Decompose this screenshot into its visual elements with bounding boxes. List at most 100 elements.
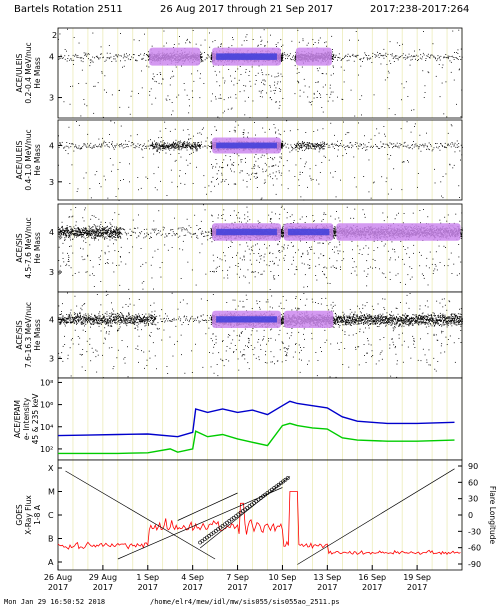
- data-point: [88, 53, 90, 55]
- data-point: [450, 61, 452, 63]
- data-point: [58, 164, 59, 166]
- data-point: [261, 81, 262, 83]
- data-point: [268, 166, 270, 168]
- data-point: [161, 146, 163, 148]
- data-point: [138, 40, 140, 42]
- data-point: [189, 147, 191, 148]
- data-point: [399, 56, 401, 58]
- data-point: [156, 189, 158, 191]
- data-point: [245, 69, 247, 70]
- data-point: [232, 39, 234, 41]
- data-point: [185, 173, 186, 175]
- data-point: [128, 140, 130, 142]
- data-point: [453, 59, 455, 60]
- data-point: [92, 56, 94, 58]
- data-point: [317, 90, 318, 92]
- data-point: [165, 145, 167, 146]
- data-point: [141, 58, 143, 60]
- data-point: [393, 61, 395, 62]
- data-point: [250, 178, 251, 180]
- data-point: [76, 146, 77, 148]
- data-point: [294, 93, 296, 95]
- data-point: [159, 147, 160, 149]
- data-point: [233, 129, 235, 131]
- data-point: [387, 53, 389, 55]
- data-point: [83, 144, 85, 146]
- data-point: [98, 145, 100, 147]
- data-point: [193, 146, 195, 148]
- data-point: [376, 55, 378, 57]
- data-point: [460, 59, 462, 60]
- data-point: [452, 56, 454, 58]
- data-point: [260, 36, 262, 38]
- data-point: [138, 93, 139, 94]
- data-point: [106, 57, 108, 59]
- data-point: [399, 45, 401, 46]
- data-point: [216, 163, 218, 165]
- panel-background: [58, 120, 462, 200]
- data-point: [402, 53, 404, 55]
- data-point: [195, 43, 197, 45]
- data-point: [64, 58, 66, 60]
- data-point: [230, 96, 232, 98]
- data-point: [439, 59, 441, 61]
- data-point: [121, 145, 123, 147]
- data-point: [165, 147, 167, 148]
- data-point: [282, 98, 284, 99]
- data-point: [347, 53, 349, 55]
- data-point: [127, 58, 129, 60]
- data-point: [146, 65, 148, 67]
- data-point: [211, 57, 212, 59]
- data-point: [119, 89, 120, 91]
- data-point: [435, 58, 436, 60]
- data-point: [196, 144, 198, 145]
- data-point: [71, 164, 73, 166]
- data-point: [278, 170, 280, 172]
- data-point: [332, 91, 334, 93]
- data-point: [185, 42, 187, 44]
- data-point: [251, 167, 253, 169]
- data-point: [362, 58, 364, 60]
- data-point: [211, 142, 213, 144]
- data-point: [287, 188, 289, 190]
- data-point: [187, 38, 188, 40]
- data-point: [219, 71, 221, 73]
- data-point: [293, 148, 295, 150]
- data-point: [383, 57, 385, 59]
- data-point: [445, 57, 447, 59]
- data-point: [97, 146, 99, 148]
- data-point: [99, 57, 101, 59]
- data-point: [191, 147, 193, 149]
- data-point: [395, 58, 397, 59]
- data-point: [258, 65, 260, 67]
- data-point: [439, 96, 441, 98]
- data-point: [92, 146, 94, 148]
- data-point: [210, 142, 212, 144]
- data-point: [410, 59, 412, 61]
- density-band: [295, 47, 332, 66]
- data-point: [319, 93, 320, 94]
- data-point: [308, 101, 310, 103]
- data-point: [197, 145, 199, 147]
- data-point: [176, 145, 178, 147]
- data-point: [140, 53, 142, 55]
- data-point: [264, 179, 266, 181]
- data-point: [281, 46, 282, 47]
- data-point: [456, 57, 457, 59]
- data-point: [243, 40, 245, 42]
- data-point: [245, 161, 246, 163]
- data-point: [281, 172, 283, 174]
- data-point: [222, 77, 224, 79]
- data-point: [209, 46, 211, 48]
- data-point: [144, 53, 145, 54]
- data-point: [220, 181, 222, 183]
- data-point: [269, 173, 271, 175]
- data-point: [286, 160, 288, 162]
- data-point: [427, 53, 429, 55]
- data-point: [157, 142, 159, 144]
- data-point: [153, 147, 155, 149]
- data-point: [173, 142, 174, 144]
- data-point: [234, 131, 236, 133]
- data-point: [198, 142, 200, 143]
- data-point: [281, 59, 282, 61]
